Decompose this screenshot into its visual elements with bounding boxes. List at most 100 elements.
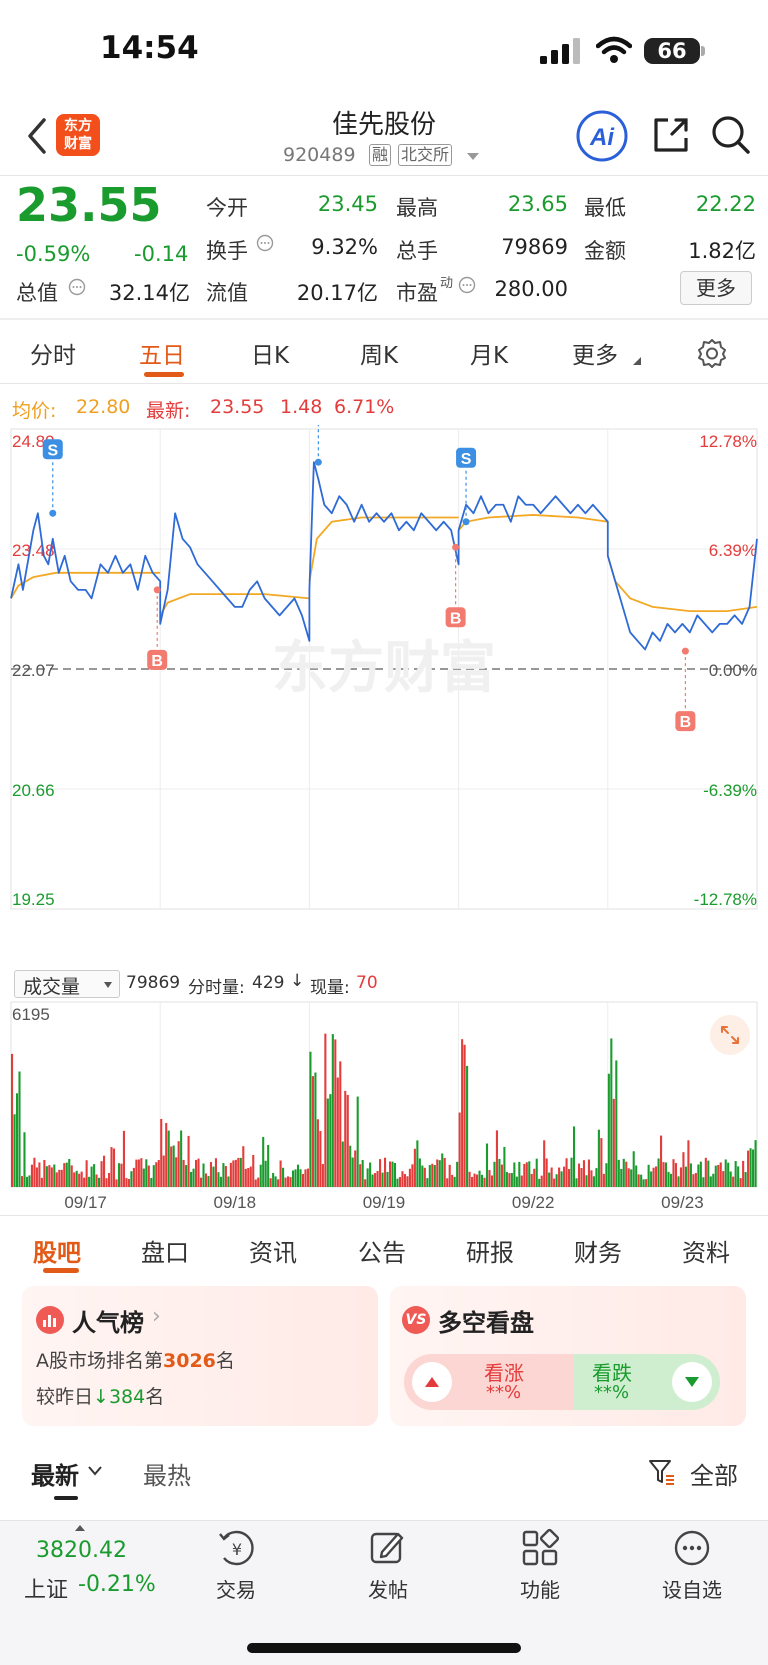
info-icon[interactable] xyxy=(68,278,86,296)
volume-bar xyxy=(433,1164,436,1187)
back-icon[interactable] xyxy=(24,116,48,156)
subtab-finance[interactable]: 财务 xyxy=(574,1239,622,1267)
volume-bar xyxy=(418,1158,421,1187)
tab-intraday[interactable]: 分时 xyxy=(30,343,76,369)
volume-indicator-select[interactable]: 成交量 xyxy=(14,970,120,998)
bear-value: **% xyxy=(594,1382,630,1403)
volume-bar xyxy=(523,1163,526,1187)
tab-more[interactable]: 更多 xyxy=(572,343,618,369)
nav-add-watchlist[interactable]: 设自选 xyxy=(662,1578,722,1602)
volume-bar xyxy=(697,1164,700,1187)
volume-bar xyxy=(702,1177,705,1187)
subtab-announcements[interactable]: 公告 xyxy=(358,1239,406,1267)
volume-bar xyxy=(577,1163,581,1187)
subtab-orderbook[interactable]: 盘口 xyxy=(141,1239,189,1267)
subtab-active-indicator xyxy=(43,1268,79,1273)
bull-value: **% xyxy=(486,1382,522,1403)
five-day-price-chart[interactable]: 24.89 12.78%23.48 6.39%22.07 0.00%20.66 -6.3… xyxy=(0,425,768,970)
volume-bar xyxy=(45,1166,48,1187)
sentiment-card[interactable]: VS 多空看盘 看涨 **% 看跌 **% xyxy=(390,1286,746,1426)
sell-marker xyxy=(456,447,477,468)
volume-bar xyxy=(471,1176,474,1187)
subtab-news[interactable]: 资讯 xyxy=(249,1239,297,1267)
chevron-right-icon: › xyxy=(152,1304,161,1329)
volume-bar xyxy=(60,1169,63,1187)
avg-value: 22.80 xyxy=(76,396,131,418)
volume-bar xyxy=(535,1158,538,1187)
nav-trade[interactable]: 交易 xyxy=(216,1578,256,1602)
dropdown-icon[interactable] xyxy=(466,152,480,162)
volume-bar xyxy=(112,1148,116,1187)
subtab-research[interactable]: 研报 xyxy=(466,1239,514,1267)
info-icon[interactable] xyxy=(256,234,274,252)
bear-button[interactable]: 看跌 **% xyxy=(574,1354,720,1410)
filter-all[interactable]: 全部 xyxy=(690,1462,738,1490)
chevron-down-icon xyxy=(104,982,112,988)
index-value[interactable]: 3820.42 xyxy=(36,1538,127,1563)
volume-chart[interactable]: 6195 09/17 09/18 09/19 09/22 09/23 xyxy=(0,1000,768,1220)
settings-icon[interactable] xyxy=(696,337,728,369)
subtab-guba[interactable]: 股吧 xyxy=(33,1239,81,1267)
search-icon[interactable] xyxy=(710,114,752,156)
trade-icon[interactable]: ¥ xyxy=(216,1528,256,1568)
function-icon[interactable] xyxy=(520,1528,560,1568)
stock-name[interactable]: 佳先股份 xyxy=(331,110,436,140)
battery-nub xyxy=(701,46,705,56)
volume-bar xyxy=(476,1174,479,1187)
more-quote-button[interactable]: 更多 xyxy=(680,271,752,305)
volume-bar xyxy=(692,1174,695,1187)
volume-bar xyxy=(122,1130,125,1187)
buy-marker xyxy=(445,607,466,628)
nav-function[interactable]: 功能 xyxy=(520,1578,560,1602)
index-change[interactable]: -0.21% xyxy=(78,1572,156,1597)
volume-bar xyxy=(63,1163,66,1187)
volume-bar xyxy=(187,1135,190,1187)
volume-bar xyxy=(530,1173,533,1187)
index-name[interactable]: 上证 xyxy=(24,1578,69,1603)
price-axis-label: 19.25 xyxy=(12,890,55,909)
trade-marker-dot xyxy=(452,543,460,551)
popularity-card[interactable]: 人气榜 › A股市场排名第3026名 较昨日↓384名 xyxy=(22,1286,378,1426)
date-tick-label: 09/17 xyxy=(64,1193,107,1212)
pe-value: 280.00 xyxy=(494,277,568,301)
expand-chart-button[interactable] xyxy=(710,1015,750,1055)
volume-bar xyxy=(264,1160,267,1187)
volume-bar xyxy=(78,1173,81,1187)
volume-bar xyxy=(528,1161,531,1187)
share-icon[interactable] xyxy=(650,114,692,156)
nav-post[interactable]: 发帖 xyxy=(368,1578,408,1602)
volume-bar xyxy=(130,1171,133,1187)
volume-bar xyxy=(58,1169,61,1187)
volume-bar xyxy=(13,1114,16,1187)
filter-icon[interactable] xyxy=(648,1458,676,1486)
volume-bar xyxy=(379,1159,382,1187)
feed-tab-hot[interactable]: 最热 xyxy=(143,1462,191,1490)
volume-bar xyxy=(287,1176,290,1187)
volume-bar xyxy=(732,1176,735,1187)
volume-bar xyxy=(316,1119,319,1187)
change-prefix: 较昨日 xyxy=(36,1386,94,1408)
post-icon[interactable] xyxy=(368,1528,408,1568)
tab-monthly-k[interactable]: 月K xyxy=(470,343,509,369)
volume-bar xyxy=(25,1176,29,1187)
bull-button[interactable]: 看涨 **% xyxy=(404,1354,574,1410)
info-icon[interactable] xyxy=(458,276,476,294)
volume-bar xyxy=(33,1157,36,1187)
tab-weekly-k[interactable]: 周K xyxy=(360,343,399,369)
volume-bar xyxy=(239,1157,242,1187)
volume-bar xyxy=(446,1178,449,1187)
volume-bar xyxy=(152,1165,155,1187)
volume-bar xyxy=(515,1176,518,1187)
feed-tab-latest[interactable]: 最新 xyxy=(31,1462,79,1490)
chevron-down-icon[interactable] xyxy=(88,1466,102,1476)
volume-bar xyxy=(443,1157,446,1187)
pe-superscript: 动 xyxy=(440,276,454,291)
tab-five-day[interactable]: 五日 xyxy=(139,343,185,369)
subtab-profile[interactable]: 资料 xyxy=(682,1239,730,1267)
more-dots-icon[interactable] xyxy=(672,1528,712,1568)
tab-daily-k[interactable]: 日K xyxy=(251,343,290,369)
volume-bar xyxy=(366,1168,369,1187)
volume-bar xyxy=(438,1160,441,1187)
volume-bar xyxy=(582,1160,586,1187)
ai-icon[interactable]: Ai xyxy=(575,109,629,163)
